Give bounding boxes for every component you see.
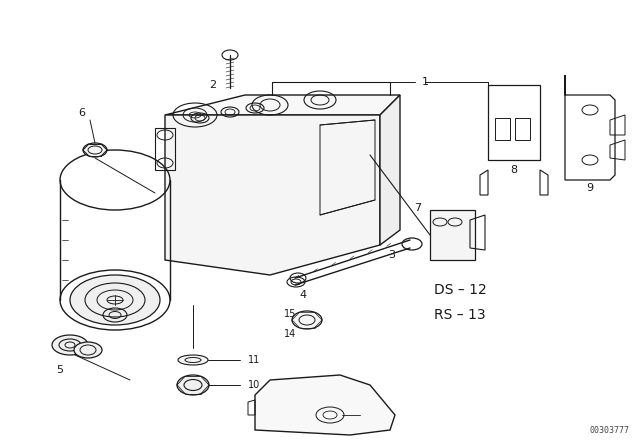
Bar (515, 118, 530, 140)
Text: 1: 1 (422, 77, 429, 87)
Polygon shape (430, 210, 475, 260)
Text: 7: 7 (415, 203, 422, 213)
Text: 4: 4 (300, 290, 307, 300)
Text: 8: 8 (511, 165, 518, 175)
Text: 9: 9 (586, 183, 593, 193)
Text: 3: 3 (388, 250, 396, 260)
Ellipse shape (83, 143, 107, 157)
Ellipse shape (292, 311, 322, 329)
Text: 5: 5 (56, 365, 63, 375)
Ellipse shape (177, 375, 209, 395)
Polygon shape (165, 115, 380, 275)
Ellipse shape (178, 355, 208, 365)
Text: 14: 14 (284, 329, 296, 339)
Text: 2: 2 (209, 80, 216, 90)
Text: DS – 12: DS – 12 (434, 283, 486, 297)
Ellipse shape (74, 342, 102, 358)
Ellipse shape (70, 275, 160, 325)
Text: RS – 13: RS – 13 (434, 308, 486, 322)
Polygon shape (165, 95, 400, 115)
Text: 10: 10 (248, 380, 260, 390)
Text: 11: 11 (248, 355, 260, 365)
Text: 6: 6 (79, 108, 86, 118)
Bar (495, 118, 510, 140)
Text: 00303777: 00303777 (590, 426, 630, 435)
Text: 15: 15 (284, 309, 296, 319)
Polygon shape (255, 375, 395, 435)
Bar (488, 85, 540, 160)
Polygon shape (380, 95, 400, 245)
Ellipse shape (52, 335, 88, 355)
